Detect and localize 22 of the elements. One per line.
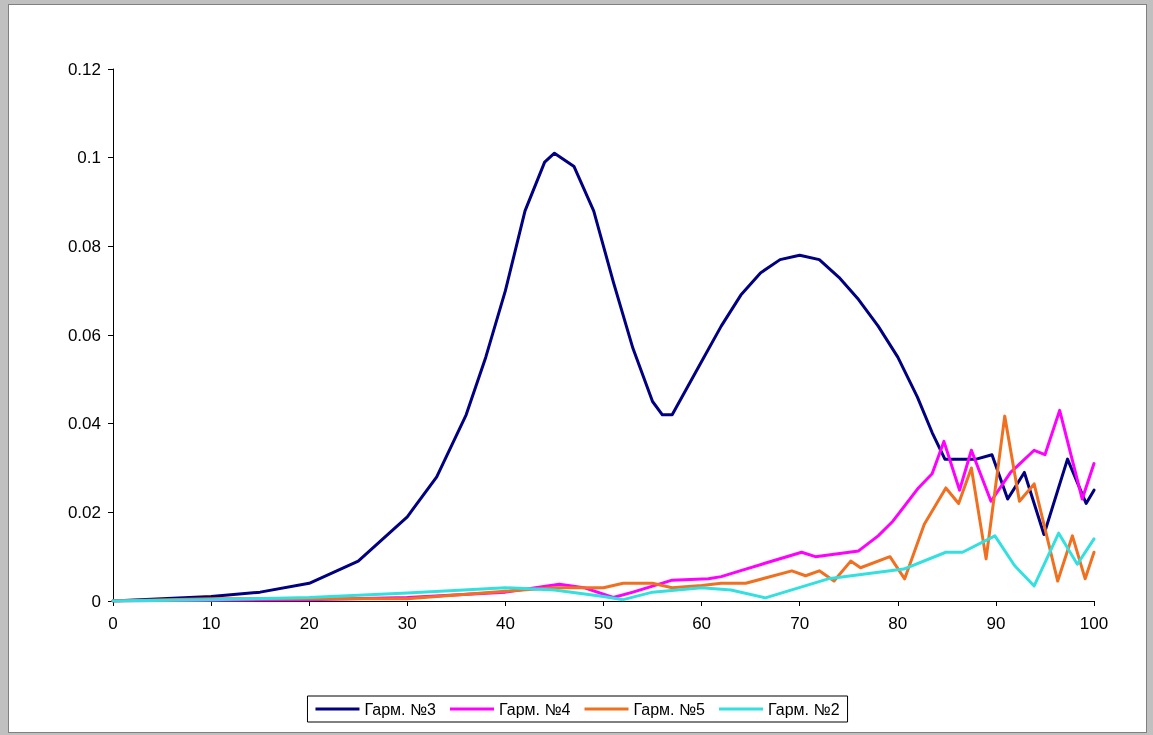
- x-tick-label: 80: [888, 614, 908, 633]
- y-tick-label: 0.02: [67, 502, 101, 522]
- y-tick-label: 0: [91, 591, 101, 611]
- legend-label: Гарм. №4: [498, 700, 571, 718]
- y-tick-label: 0.04: [67, 414, 101, 434]
- x-tick-label: 40: [495, 614, 515, 633]
- y-tick-label: 0.1: [77, 148, 101, 168]
- y-tick-label: 0.06: [67, 325, 101, 345]
- x-tick-label: 100: [1079, 614, 1109, 633]
- legend-label: Гарм. №5: [633, 700, 706, 718]
- x-tick-label: 60: [692, 614, 712, 633]
- x-tick-label: 30: [397, 614, 417, 633]
- x-tick-label: 70: [790, 614, 810, 633]
- y-tick-label: 0.12: [67, 59, 101, 79]
- y-tick-label: 0.08: [67, 236, 101, 256]
- x-tick-label: 50: [594, 614, 613, 633]
- legend-label: Гарм. №2: [768, 700, 840, 718]
- x-tick-label: 90: [986, 614, 1006, 633]
- x-tick-label: 0: [108, 614, 118, 633]
- x-tick-label: 20: [299, 614, 319, 633]
- legend-label: Гарм. №3: [364, 700, 437, 718]
- x-tick-label: 10: [201, 614, 221, 633]
